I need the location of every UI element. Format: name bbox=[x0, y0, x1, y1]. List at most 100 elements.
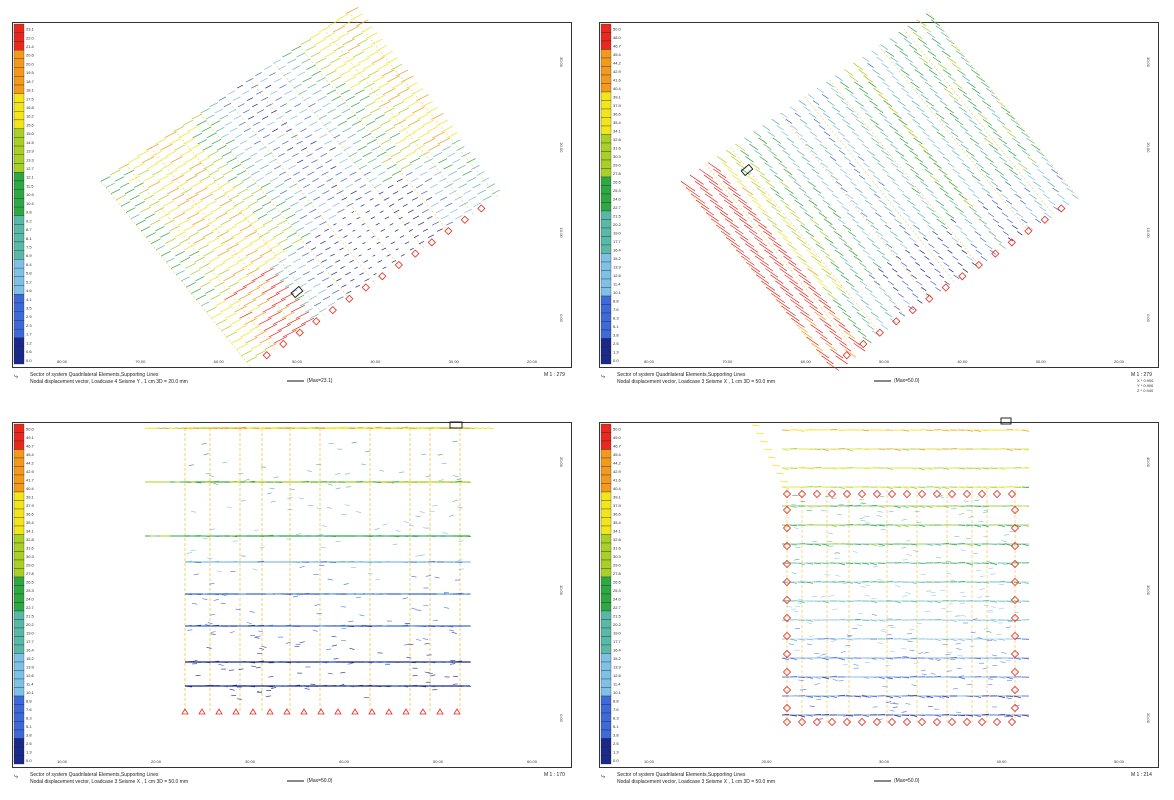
legend-swatch bbox=[13, 440, 25, 450]
vector-arrow bbox=[241, 262, 254, 269]
vector-arrow bbox=[443, 164, 453, 170]
vector-arrow bbox=[873, 565, 879, 568]
vector-arrow bbox=[791, 230, 802, 239]
vector-arrow bbox=[927, 705, 933, 708]
vector-arrow bbox=[1002, 125, 1012, 133]
vector-arrow bbox=[330, 165, 337, 170]
vector-arrow bbox=[337, 208, 345, 213]
vector-arrow bbox=[333, 134, 341, 139]
x-tick-label: 50.00 bbox=[1114, 759, 1125, 764]
vector-arrow bbox=[856, 118, 865, 125]
legend-value: 29.0 bbox=[613, 562, 622, 567]
vector-arrow bbox=[893, 199, 901, 206]
vector-arrow bbox=[196, 120, 207, 126]
vector-arrow bbox=[316, 507, 322, 509]
legend-value: 5.2 bbox=[26, 279, 32, 284]
vector-arrow bbox=[343, 583, 349, 585]
legend-swatch bbox=[13, 619, 25, 629]
vector-arrow bbox=[842, 137, 851, 143]
vector-arrow bbox=[924, 168, 933, 175]
vector-arrow bbox=[953, 274, 960, 280]
vector-arrow bbox=[829, 448, 838, 451]
y-tick-label: 0.00 bbox=[1146, 314, 1151, 323]
vector-arrow bbox=[347, 222, 352, 226]
vector-arrow bbox=[322, 102, 331, 108]
support-marker bbox=[1010, 649, 1020, 659]
vector-arrow bbox=[218, 181, 231, 188]
vector-arrow bbox=[768, 149, 777, 157]
vector-arrow bbox=[982, 119, 993, 126]
vector-arrow bbox=[237, 188, 248, 195]
vector-arrow bbox=[790, 125, 798, 131]
vector-arrow bbox=[256, 690, 262, 693]
vector-arrow bbox=[940, 31, 949, 38]
vector-arrow bbox=[354, 266, 358, 270]
legend-value: 18.7 bbox=[26, 79, 35, 84]
legend-value: 25.3 bbox=[26, 588, 35, 593]
vector-arrow bbox=[997, 224, 1005, 230]
vector-arrow bbox=[253, 140, 261, 145]
vector-arrow bbox=[232, 96, 241, 101]
vector-arrow bbox=[926, 696, 932, 698]
vector-arrow bbox=[243, 212, 256, 220]
vector-arrow bbox=[355, 108, 366, 114]
vector-arrow bbox=[898, 119, 908, 126]
vector-arrow bbox=[461, 152, 471, 158]
vector-arrow bbox=[207, 622, 213, 625]
vector-arrow bbox=[901, 262, 908, 267]
vector-arrow bbox=[400, 481, 409, 483]
vector-arrow bbox=[813, 713, 822, 716]
vector-arrow bbox=[742, 187, 754, 196]
legend-swatch bbox=[13, 128, 25, 138]
vector-arrow bbox=[174, 144, 186, 151]
legend-swatch bbox=[600, 304, 612, 314]
vector-arrow bbox=[946, 56, 957, 64]
vector-arrow bbox=[215, 299, 227, 307]
vector-arrow bbox=[864, 286, 873, 293]
vector-arrow bbox=[391, 260, 397, 263]
legend-swatch bbox=[600, 423, 612, 433]
vector-arrow bbox=[336, 102, 346, 108]
vector-arrow bbox=[829, 467, 838, 470]
legend-value: 3.8 bbox=[613, 332, 619, 337]
legend-value: 19.0 bbox=[613, 230, 622, 235]
vector-arrow bbox=[787, 243, 797, 251]
vector-arrow bbox=[262, 305, 276, 313]
vector-arrow bbox=[895, 63, 904, 70]
vector-arrow bbox=[797, 429, 806, 433]
vector-arrow bbox=[928, 69, 938, 76]
vector-arrow bbox=[842, 224, 852, 231]
vector-arrow bbox=[718, 193, 733, 204]
vector-arrow bbox=[991, 94, 999, 100]
vector-arrow bbox=[1021, 131, 1030, 138]
vector-arrow bbox=[458, 183, 468, 189]
support-marker bbox=[947, 717, 957, 727]
vector-arrow bbox=[952, 255, 959, 261]
vector-arrow bbox=[1066, 187, 1074, 194]
vector-arrow bbox=[387, 184, 394, 189]
vector-arrow bbox=[816, 262, 827, 270]
legend-swatch bbox=[13, 250, 25, 260]
vector-arrow bbox=[713, 187, 729, 198]
vector-arrow bbox=[229, 299, 242, 307]
vector-arrow bbox=[925, 187, 934, 194]
vector-arrow bbox=[981, 467, 990, 470]
vector-arrow bbox=[901, 429, 910, 432]
vector-arrow bbox=[764, 162, 773, 169]
vector-arrow bbox=[407, 209, 414, 214]
vector-arrow bbox=[218, 269, 230, 276]
x-tick-label: 20.00 bbox=[761, 759, 772, 764]
vector-arrow bbox=[186, 282, 196, 288]
x-tick-label: 70.00 bbox=[722, 359, 733, 364]
vector-arrow bbox=[442, 532, 448, 534]
vector-arrow bbox=[359, 95, 370, 102]
vector-arrow bbox=[260, 268, 274, 276]
vector-arrow bbox=[919, 162, 929, 169]
vector-arrow bbox=[973, 543, 982, 547]
vector-arrow bbox=[319, 685, 328, 687]
legend-swatch bbox=[600, 517, 612, 527]
legend-swatch bbox=[13, 602, 25, 612]
vector-arrow bbox=[879, 305, 888, 312]
vector-arrow bbox=[860, 212, 868, 218]
vector-arrow bbox=[1001, 212, 1009, 218]
